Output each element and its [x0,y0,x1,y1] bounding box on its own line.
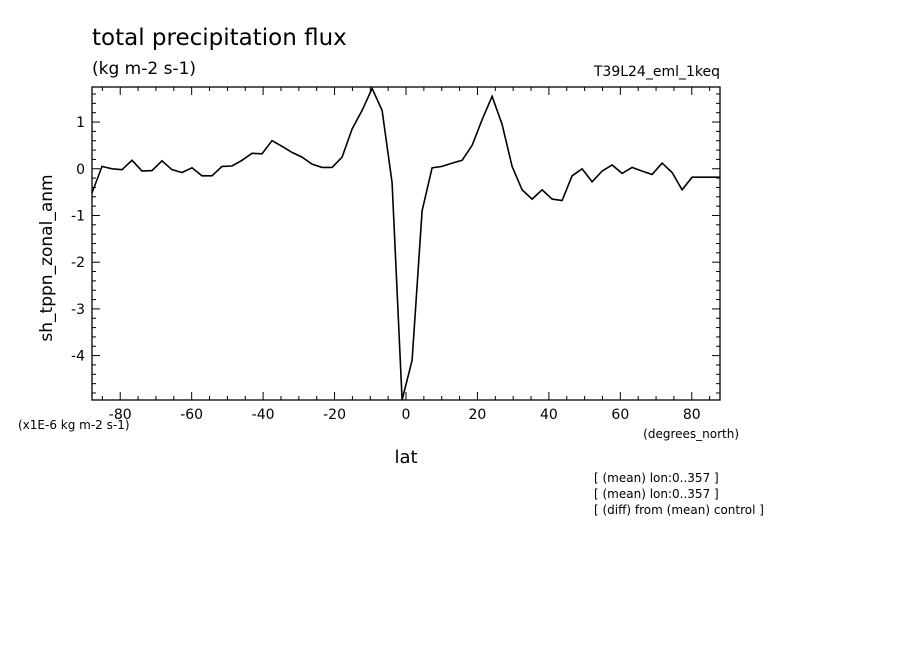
x-axis-label: lat [394,447,417,468]
x-tick-label: 20 [469,407,487,423]
x-tick-label: -60 [180,407,203,423]
chart-units-label: (kg m-2 s-1) [92,59,196,79]
y-tick-labels: 1 0 -1 -2 -3 -4 [71,115,85,365]
y-tick-label: 0 [76,162,85,178]
x-tick-label: 60 [611,407,629,423]
x-tick-label: -40 [252,407,275,423]
y-tick-label: -1 [71,208,85,224]
x-tick-label: -20 [323,407,346,423]
note-line-1: [ (mean) lon:0..357 ] [594,471,719,485]
y-scale-label: (x1E-6 kg m-2 s-1) [18,418,130,432]
note-line-2: [ (mean) lon:0..357 ] [594,487,719,501]
y-tick-label: -4 [71,349,85,365]
y-tick-label: -3 [71,302,85,318]
x-tick-label: 80 [683,407,701,423]
chart-title: total precipitation flux [92,25,347,51]
x-units-label: (degrees_north) [643,427,739,441]
y-tick-label: -2 [71,255,85,271]
plot-frame [91,86,721,401]
run-id-label: T39L24_eml_1keq [593,64,720,80]
x-tick-label: 0 [402,407,411,423]
y-axis-label: sh_tppn_zonal_anm [37,174,57,341]
note-line-3: [ (diff) from (mean) control ] [594,503,764,517]
y-tick-label: 1 [76,115,85,131]
x-tick-labels: -80 -60 -40 -20 0 20 40 60 80 [109,407,701,423]
x-tick-label: -80 [109,407,132,423]
series-line [91,86,720,401]
x-tick-label: 40 [540,407,558,423]
axis-ticks [92,87,720,400]
